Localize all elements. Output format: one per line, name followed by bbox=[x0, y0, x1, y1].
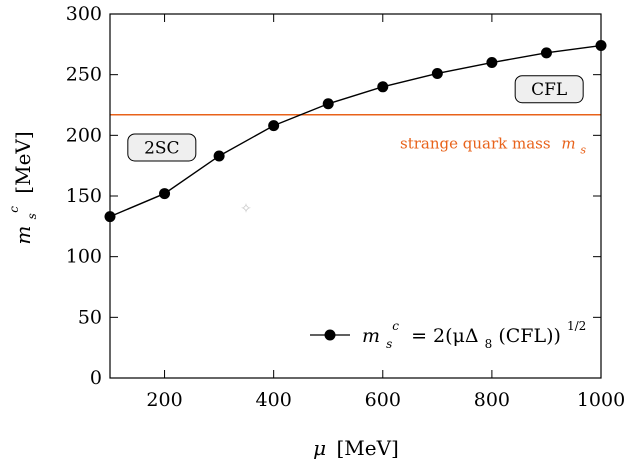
y-axis-title: m s c [MeV] bbox=[0, 131, 41, 244]
y-tick-label: 100 bbox=[66, 246, 102, 268]
y-tick-label: 0 bbox=[90, 367, 102, 389]
series-layer bbox=[104, 40, 607, 223]
x-tick-label: 400 bbox=[256, 389, 292, 411]
legend-marker-swatch bbox=[324, 329, 336, 341]
plot-frame bbox=[109, 13, 602, 379]
region-label-text: CFL bbox=[531, 80, 567, 100]
data-point bbox=[159, 188, 171, 200]
region-label-text: 2SC bbox=[144, 138, 179, 158]
y-tick-label: 150 bbox=[66, 185, 102, 207]
data-point bbox=[540, 47, 552, 59]
annotations-layer: 2SC CFL bbox=[127, 75, 584, 162]
data-point bbox=[322, 98, 334, 110]
strange-quark-mass-label: strange quark mass m s bbox=[400, 135, 586, 157]
y-tick-label: 200 bbox=[66, 124, 102, 146]
region-label-cfl: CFL bbox=[514, 75, 584, 104]
data-point bbox=[431, 67, 443, 79]
data-point bbox=[213, 150, 225, 162]
series-line bbox=[109, 44, 602, 218]
ticks-layer: 0 50 100 150 200 250 300 200 400 600 800 1000 bbox=[66, 3, 625, 411]
region-label-box bbox=[514, 75, 584, 104]
y-tick-label: 250 bbox=[66, 64, 102, 86]
x-tick-label: 1000 bbox=[577, 389, 625, 411]
y-tick-label: 300 bbox=[66, 3, 102, 25]
region-label-2sc: 2SC bbox=[127, 133, 197, 162]
x-tick-label: 600 bbox=[365, 389, 401, 411]
legend: m s c = 2(μΔ 8 (CFL)) 1/2 bbox=[310, 313, 586, 353]
data-point bbox=[486, 57, 498, 69]
x-axis-title: μ [MeV] bbox=[313, 436, 399, 460]
faint-star-mark: ✧ bbox=[240, 201, 252, 217]
x-tick-label: 800 bbox=[474, 389, 510, 411]
data-point bbox=[377, 81, 389, 93]
data-point bbox=[268, 120, 280, 132]
y-tick-label: 50 bbox=[78, 306, 102, 328]
x-tick-label: 200 bbox=[146, 389, 182, 411]
region-label-box bbox=[127, 133, 197, 162]
legend-label: m s c = 2(μΔ 8 (CFL)) 1/2 bbox=[362, 313, 586, 353]
